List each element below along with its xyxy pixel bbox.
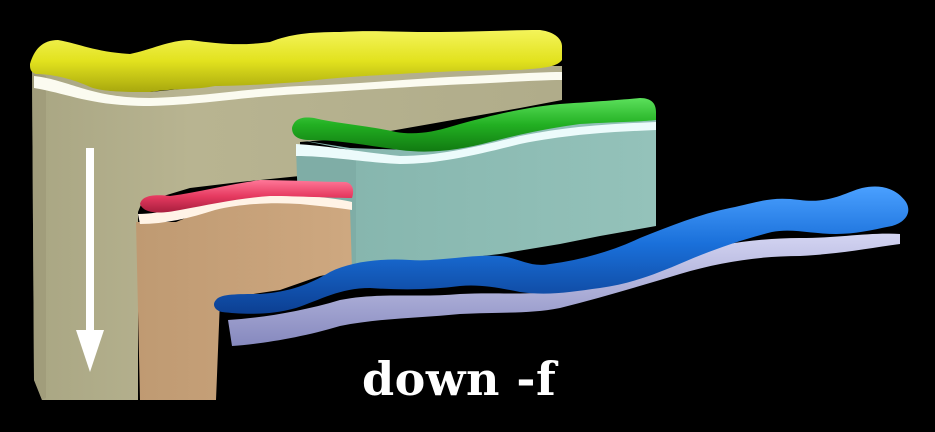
caption-label: down -f (362, 352, 557, 406)
frame-edge-shade (32, 70, 46, 400)
left-block-body (136, 198, 352, 400)
frame-highlight (34, 72, 562, 106)
frame-top-rim (30, 30, 562, 92)
left-block-top-rim (140, 180, 354, 213)
frame-body (32, 66, 562, 400)
down-arrow-icon (76, 148, 104, 372)
right-block-highlight (296, 122, 656, 164)
wave-bar (214, 186, 909, 314)
right-block-top-rim (292, 98, 656, 152)
left-block-highlight (138, 195, 352, 224)
right-block-body (300, 116, 656, 268)
